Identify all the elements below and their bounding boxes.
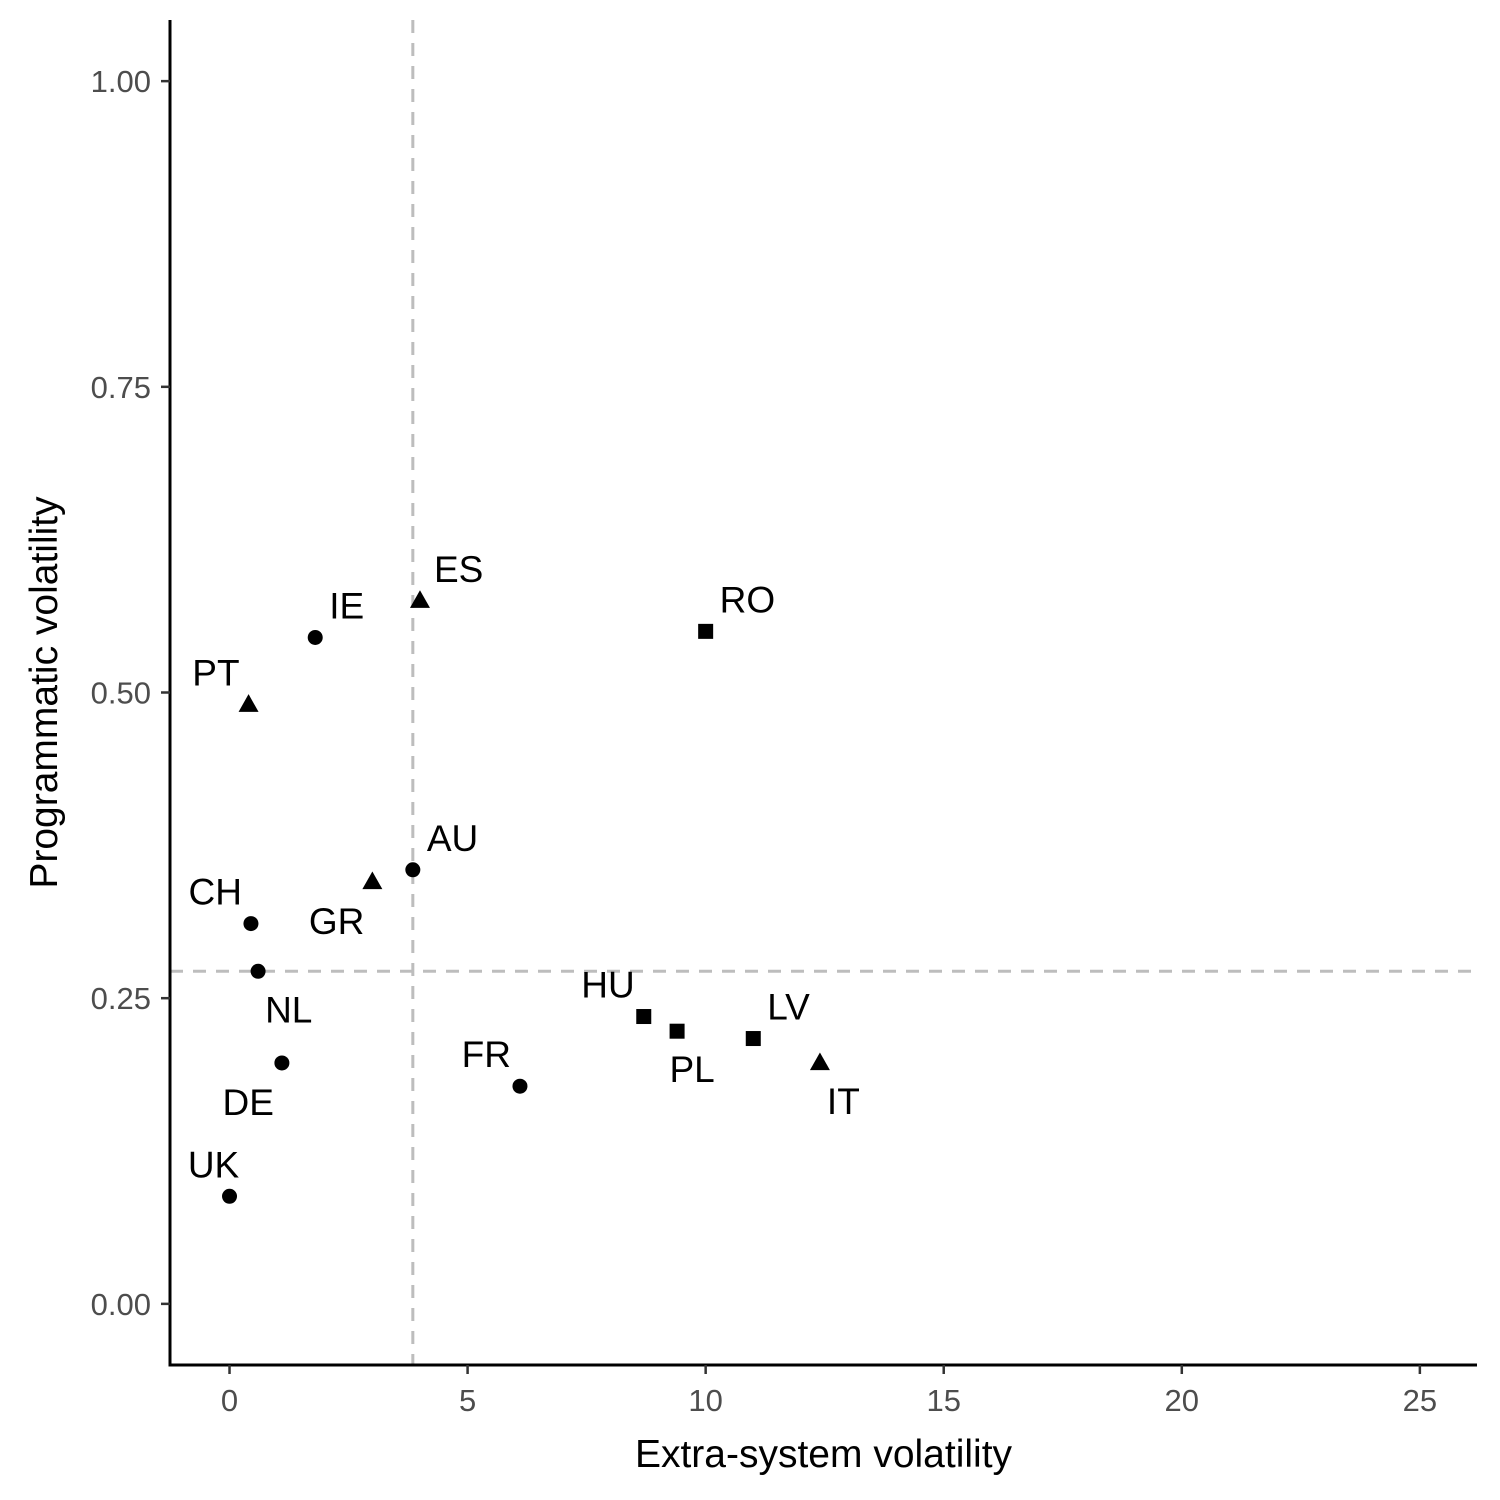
point-label-au: AU [427, 818, 478, 859]
point-au [405, 862, 421, 878]
y-tick-label: 0.00 [91, 1287, 151, 1322]
point-label-uk: UK [188, 1144, 240, 1185]
point-label-ro: RO [720, 579, 776, 620]
point-ro [698, 623, 714, 639]
point-lv [745, 1031, 761, 1047]
point-pl [669, 1023, 685, 1039]
y-tick-label: 0.25 [91, 981, 151, 1016]
point-hu [636, 1009, 652, 1025]
point-label-gr: GR [309, 901, 365, 942]
point-label-ie: IE [329, 585, 364, 626]
x-axis-ticks: 0 5 10 15 20 25 [221, 1365, 1437, 1418]
point-labels: IE ES RO PT AU GR CH NL HU PL LV IT DE FR UK [188, 549, 860, 1185]
point-it [809, 1052, 830, 1071]
data-points [222, 590, 830, 1204]
point-de [274, 1055, 290, 1071]
x-tick-label: 25 [1403, 1383, 1437, 1418]
point-fr [512, 1078, 528, 1094]
point-label-pl: PL [669, 1049, 714, 1090]
point-es [409, 590, 430, 608]
point-label-lv: LV [767, 987, 810, 1028]
y-axis-title: Programmatic volatility [23, 496, 66, 889]
x-tick-label: 20 [1165, 1383, 1199, 1418]
point-pt [238, 694, 259, 712]
point-uk [222, 1188, 238, 1204]
x-axis-title: Extra-system volatility [635, 1433, 1013, 1476]
y-tick-label: 0.50 [91, 676, 151, 711]
point-label-hu: HU [581, 965, 634, 1006]
axes [168, 20, 1477, 1367]
point-label-it: IT [827, 1081, 860, 1122]
point-ie [307, 629, 323, 645]
point-label-nl: NL [265, 989, 312, 1030]
point-label-de: DE [222, 1082, 273, 1123]
point-nl [250, 963, 266, 979]
point-label-pt: PT [192, 653, 239, 694]
x-tick-label: 5 [459, 1383, 476, 1418]
point-label-es: ES [434, 549, 483, 590]
y-tick-label: 1.00 [91, 64, 151, 99]
y-tick-label: 0.75 [91, 370, 151, 405]
point-label-fr: FR [462, 1034, 511, 1075]
point-ch [243, 916, 259, 932]
y-axis-ticks: 0.00 0.25 0.50 0.75 1.00 [91, 64, 170, 1322]
x-tick-label: 10 [688, 1383, 722, 1418]
x-tick-label: 15 [926, 1383, 960, 1418]
x-tick-label: 0 [221, 1383, 238, 1418]
point-label-ch: CH [188, 872, 241, 913]
point-gr [362, 871, 383, 890]
reference-lines [170, 20, 1477, 1365]
